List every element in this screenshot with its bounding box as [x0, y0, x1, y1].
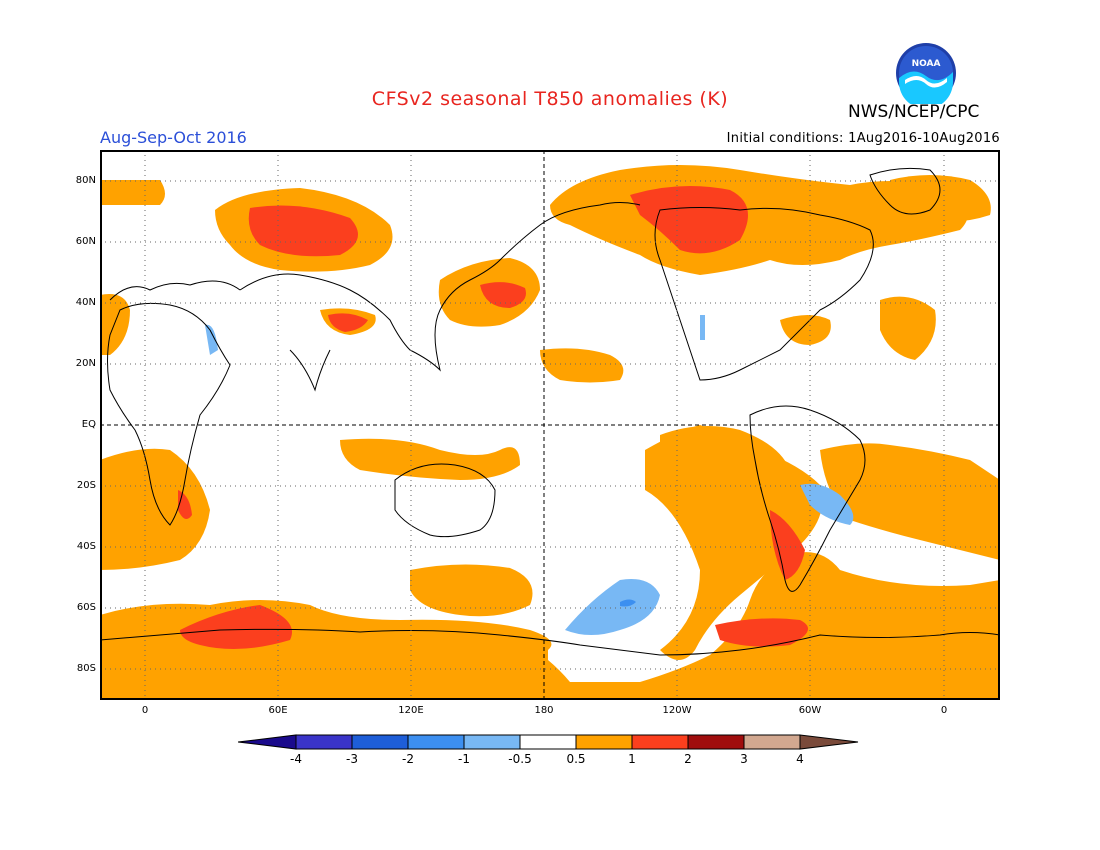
- colorbar-label-1: 1: [628, 752, 636, 766]
- colorbar: [238, 734, 859, 750]
- forecast-period: Aug-Sep-Oct 2016: [100, 128, 247, 147]
- lon-label-60w: 60W: [798, 705, 822, 716]
- initial-conditions: Initial conditions: 1Aug2016-10Aug2016: [726, 131, 1000, 146]
- anomaly-region-south-atlantic: [820, 443, 1000, 560]
- colorbar-label-m4: -4: [290, 752, 302, 766]
- map-title: CFSv2 seasonal T850 anomalies (K): [371, 88, 729, 110]
- anomaly-region-peru: [660, 426, 790, 476]
- lat-label-60s: 60S: [76, 602, 96, 613]
- colorbar-cell-1_2: [631, 734, 689, 750]
- anomaly-region-southeast-pacific: [565, 579, 660, 635]
- colorbar-label-m2: -2: [402, 752, 414, 766]
- colorbar-cell-2_3: [687, 734, 745, 750]
- anomaly-core-southeast-pacific: [620, 599, 636, 607]
- anomaly-region-greenland: [890, 175, 991, 222]
- colorbar-cell-0.5_1: [575, 734, 633, 750]
- map-frame: [100, 150, 1000, 700]
- colorbar-cell--2_-1: [407, 734, 465, 750]
- anomaly-region-north-atlantic-west: [100, 180, 165, 205]
- anomaly-core-antarctic-indian: [180, 605, 292, 649]
- lat-label-40n: 40N: [75, 297, 96, 308]
- coastlines: [100, 167, 1000, 656]
- anomaly-region-southern-ocean: [100, 552, 1000, 700]
- anomaly-core-siberia: [248, 205, 358, 257]
- lat-label-20n: 20N: [75, 358, 96, 369]
- lat-label-40s: 40S: [76, 541, 96, 552]
- lat-label-80s: 80S: [76, 663, 96, 674]
- anomaly-core-north-pacific: [480, 282, 526, 308]
- colorbar-label-3: 3: [740, 752, 748, 766]
- anomaly-core-antarctic-atlantic: [715, 618, 808, 647]
- colorbar-cell--1_-0.5: [463, 734, 521, 750]
- anomaly-region-east-pacific: [645, 425, 823, 660]
- colorbar-label-4: 4: [796, 752, 804, 766]
- lon-label-180: 180: [534, 705, 554, 716]
- colorbar-arrow-high: [799, 734, 859, 750]
- anomaly-region-south-atlantic-indian: [100, 448, 210, 570]
- anomaly-region-california: [700, 315, 705, 340]
- anomaly-core-argentina: [770, 510, 805, 580]
- anomaly-region-maritime: [340, 438, 520, 480]
- lon-label-120w: 120W: [662, 705, 692, 716]
- noaa-logo: NOAA: [896, 43, 956, 104]
- anomaly-region-west-pacific: [540, 348, 624, 383]
- lon-label-60e: 60E: [268, 705, 288, 716]
- lat-label-eq: EQ: [81, 419, 96, 430]
- lat-label-60n: 60N: [75, 236, 96, 247]
- anomaly-region-middle-east: [205, 324, 218, 355]
- colorbar-label-m3: -3: [346, 752, 358, 766]
- anomaly-fields: [100, 165, 1000, 700]
- colorbar-label-2: 2: [684, 752, 692, 766]
- anomaly-core-tibet: [328, 313, 368, 332]
- colorbar-cell-3_4: [743, 734, 801, 750]
- organization-label: NWS/NCEP/CPC: [848, 102, 980, 122]
- colorbar-cell--3_-2: [351, 734, 409, 750]
- colorbar-label-m05: -0.5: [508, 752, 532, 766]
- logo-text: NOAA: [912, 59, 941, 69]
- colorbar-cell--4_-3: [295, 734, 353, 750]
- lon-label-0-east: 0: [940, 705, 948, 716]
- lat-label-80n: 80N: [75, 175, 96, 186]
- lat-label-20s: 20S: [76, 480, 96, 491]
- anomaly-region-south-brazil: [800, 483, 854, 525]
- colorbar-label-m1: -1: [458, 752, 470, 766]
- anomaly-region-south-indian: [410, 564, 533, 617]
- colorbar-arrow-low: [238, 734, 297, 750]
- colorbar-cell--0.5_0.5: [519, 734, 577, 750]
- anomaly-map: [100, 150, 1000, 700]
- anomaly-core-alaska-canada: [630, 186, 748, 254]
- colorbar-label-05: 0.5: [566, 752, 586, 766]
- lon-label-120e: 120E: [398, 705, 424, 716]
- reference-lines: [100, 150, 1000, 700]
- lon-label-0: 0: [141, 705, 149, 716]
- anomaly-region-mediterranean-east: [880, 296, 936, 360]
